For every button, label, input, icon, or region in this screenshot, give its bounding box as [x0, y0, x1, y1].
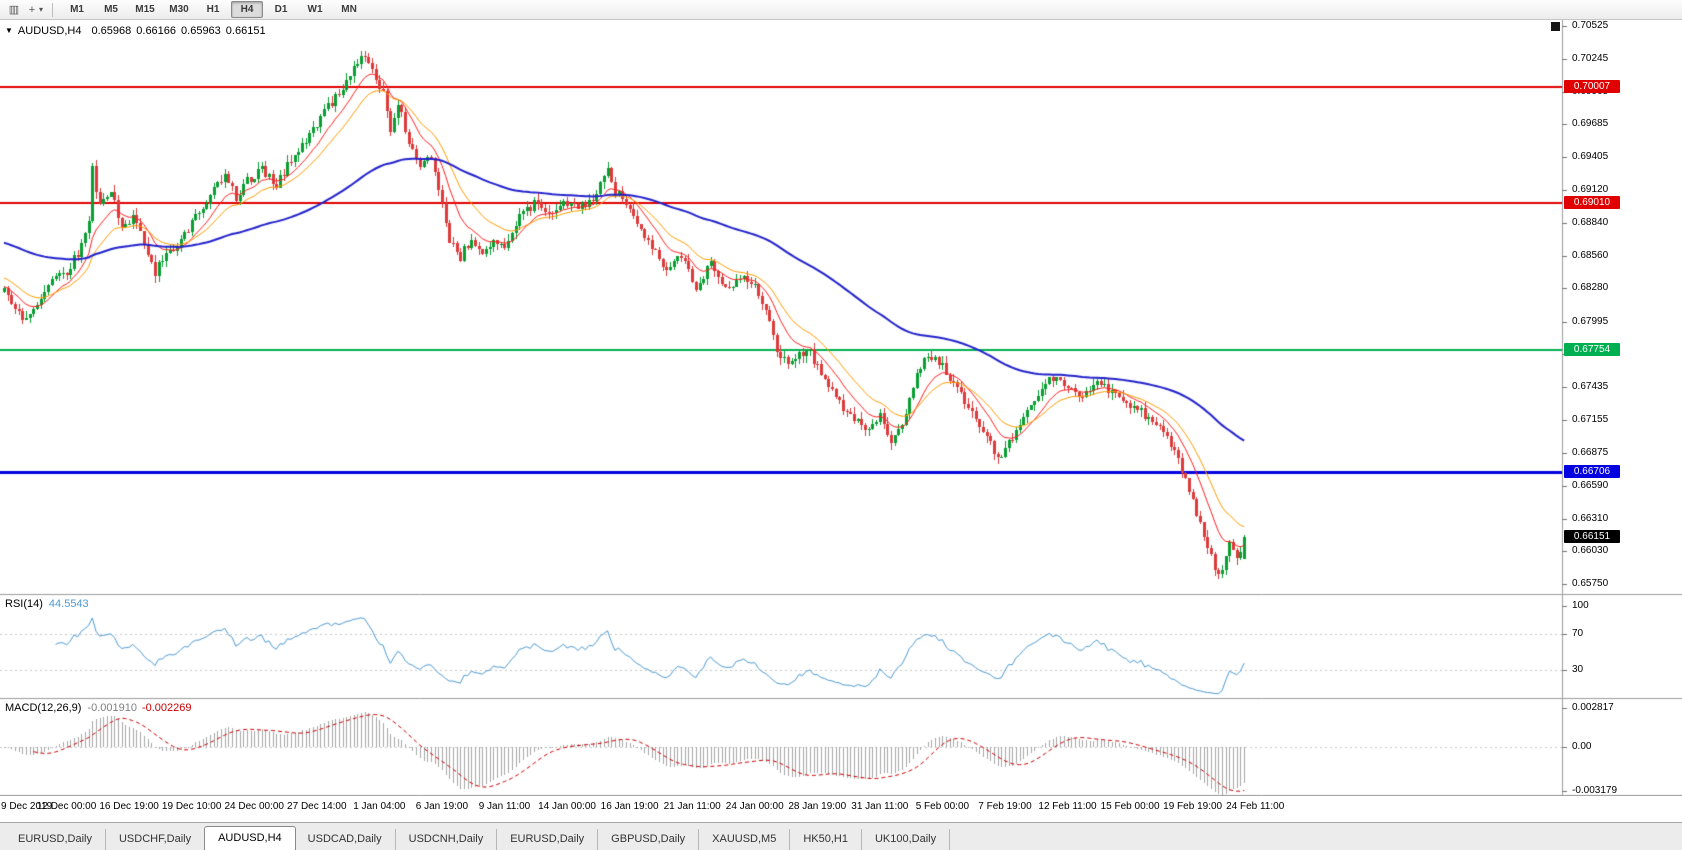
time-axis-label: 14 Jan 00:00 [538, 801, 596, 812]
price-badge: 0.67754 [1564, 342, 1620, 356]
time-axis-label: 24 Dec 00:00 [224, 801, 284, 812]
time-axis-label: 7 Feb 19:00 [978, 801, 1032, 812]
macd-scale-label: -0.003179 [1572, 785, 1618, 796]
rsi-scale-label: 70 [1572, 627, 1584, 639]
chart-tab-uk100-daily[interactable]: UK100,Daily [862, 829, 951, 850]
time-axis-label: 16 Jan 19:00 [600, 801, 659, 812]
price-tick-label: 0.70245 [1572, 52, 1609, 64]
macd-indicator-label: MACD(12,26,9) -0.001910 -0.002269 [5, 702, 192, 714]
dropdown-caret-icon[interactable]: ▾ [39, 5, 44, 14]
chart-tab-gbpusd-daily[interactable]: GBPUSD,Daily [598, 829, 700, 850]
time-axis-label: 6 Jan 19:00 [415, 801, 469, 812]
price-tick-label: 0.69405 [1572, 150, 1609, 162]
timeframe-button-h4[interactable]: H4 [231, 1, 264, 18]
rsi-value: 44.5543 [48, 598, 89, 610]
chart-tab-xauusd-m5[interactable]: XAUUSD,M5 [699, 829, 791, 850]
timeframe-button-h1[interactable]: H1 [206, 4, 220, 15]
chart-tab-usdcnh-daily[interactable]: USDCNH,Daily [396, 829, 498, 850]
price-axis[interactable]: 0.705250.702450.699650.696850.694050.691… [1562, 20, 1682, 796]
macd-scale-label: 0.00 [1572, 741, 1592, 752]
price-tick-label: 0.66590 [1572, 479, 1609, 491]
time-axis-label: 5 Feb 00:00 [915, 801, 970, 812]
timeframe-button-m30[interactable]: M30 [169, 4, 189, 15]
time-axis-label: 12 Feb 11:00 [1038, 801, 1097, 812]
rsi-scale-label: 30 [1572, 664, 1584, 676]
rsi-indicator-label: RSI(14) 44.5543 [5, 598, 89, 610]
price-tick-label: 0.66030 [1572, 545, 1609, 557]
time-axis-label: 24 Jan 00:00 [725, 801, 784, 812]
price-tick-label: 0.69685 [1572, 118, 1609, 130]
cursor-mode-icon[interactable]: + [28, 3, 36, 16]
window-menu-icon[interactable]: ▼ [5, 26, 13, 35]
chart-tab-usdchf-daily[interactable]: USDCHF,Daily [106, 829, 206, 850]
price-tick-label: 0.68560 [1572, 249, 1609, 261]
price-badge: 0.66706 [1564, 465, 1620, 479]
time-axis-label: 19 Dec 10:00 [161, 801, 222, 812]
chart-tab-audusd-h4[interactable]: AUDUSD,H4 [204, 826, 296, 850]
time-axis-label: 1 Jan 04:00 [353, 801, 406, 812]
time-axis-label: 24 Feb 11:00 [1226, 801, 1285, 812]
timeframe-button-group: M1 M5 M15 M30 H1 H4 D1 W1 MN [60, 1, 366, 18]
timeframe-button-m1[interactable]: M1 [70, 4, 84, 15]
time-axis-label: 27 Dec 14:00 [287, 801, 347, 812]
high-value: 0.66166 [136, 25, 177, 37]
price-badge: 0.70007 [1564, 79, 1620, 93]
chart-title: ▼ AUDUSD,H4 0.65968 0.66166 0.65963 0.66151 [5, 25, 271, 37]
timeframe-button-d1[interactable]: D1 [274, 4, 288, 15]
price-tick-label: 0.67995 [1572, 315, 1609, 327]
toolbar-separator [52, 2, 54, 17]
chart-tab-usdcad-daily[interactable]: USDCAD,Daily [295, 829, 396, 850]
macd-signal-value: -0.002269 [141, 702, 192, 714]
chart-tab-eurusd-daily[interactable]: EURUSD,Daily [497, 829, 599, 850]
price-chart-canvas[interactable] [0, 20, 1682, 796]
open-value: 0.65968 [91, 25, 132, 37]
time-axis-label: 31 Jan 11:00 [851, 801, 909, 812]
time-axis-label: 9 Jan 11:00 [478, 801, 531, 812]
time-axis-label: 12 Dec 00:00 [36, 801, 97, 812]
price-tick-label: 0.67435 [1572, 381, 1609, 393]
price-tick-label: 0.68840 [1572, 216, 1609, 228]
price-tick-label: 0.70525 [1572, 20, 1609, 32]
tab-bar: EURUSD,Daily USDCHF,Daily AUDUSD,H4 USDCAD,… [0, 822, 1682, 850]
price-tick-label: 0.65750 [1572, 578, 1609, 590]
price-tick-label: 0.69120 [1572, 184, 1609, 196]
price-badge: 0.66151 [1564, 530, 1620, 544]
chart-tab-eurusd-daily[interactable]: EURUSD,Daily [5, 829, 106, 850]
time-axis-label: 19 Feb 19:00 [1163, 801, 1223, 812]
timeframe-button-w1[interactable]: W1 [307, 4, 323, 15]
chart-shift-marker[interactable] [1551, 22, 1560, 31]
timeframe-button-mn[interactable]: MN [341, 4, 357, 15]
rsi-scale-label: 100 [1572, 600, 1589, 611]
chart-tab-hk50-h1[interactable]: HK50,H1 [790, 829, 862, 850]
time-axis-label: 28 Jan 19:00 [788, 801, 847, 812]
rsi-name: RSI(14) [5, 598, 43, 610]
chart-windows-icon[interactable]: ▥ [8, 3, 20, 16]
price-tick-label: 0.67155 [1572, 413, 1609, 425]
price-tick-label: 0.66310 [1572, 512, 1609, 524]
price-tick-label: 0.68280 [1572, 282, 1609, 294]
price-badge: 0.69010 [1564, 196, 1620, 210]
timeframe-button-m5[interactable]: M5 [104, 4, 118, 15]
time-axis-label: 9 Dec 2019 [1, 801, 53, 812]
timeframe-button-m15[interactable]: M15 [135, 4, 155, 15]
macd-scale-label: 0.002817 [1572, 701, 1614, 713]
macd-name: MACD(12,26,9) [5, 702, 82, 714]
symbol-label: AUDUSD,H4 [17, 25, 82, 37]
toolbar: ▥ + ▾ M1 M5 M15 M30 H1 H4 D1 W1 MN [0, 0, 1682, 20]
macd-main-value: -0.001910 [87, 702, 137, 714]
time-axis-label: 21 Jan 11:00 [663, 801, 721, 812]
low-value: 0.65963 [181, 25, 221, 37]
close-value: 0.66151 [225, 25, 266, 37]
time-axis[interactable]: 9 Dec 2019 12 Dec 00:00 16 Dec 19:00 19 Dec… [0, 796, 1562, 822]
time-axis-label: 16 Dec 19:00 [99, 801, 159, 812]
time-axis-label: 15 Feb 00:00 [1100, 801, 1160, 812]
price-tick-label: 0.66875 [1572, 446, 1609, 458]
